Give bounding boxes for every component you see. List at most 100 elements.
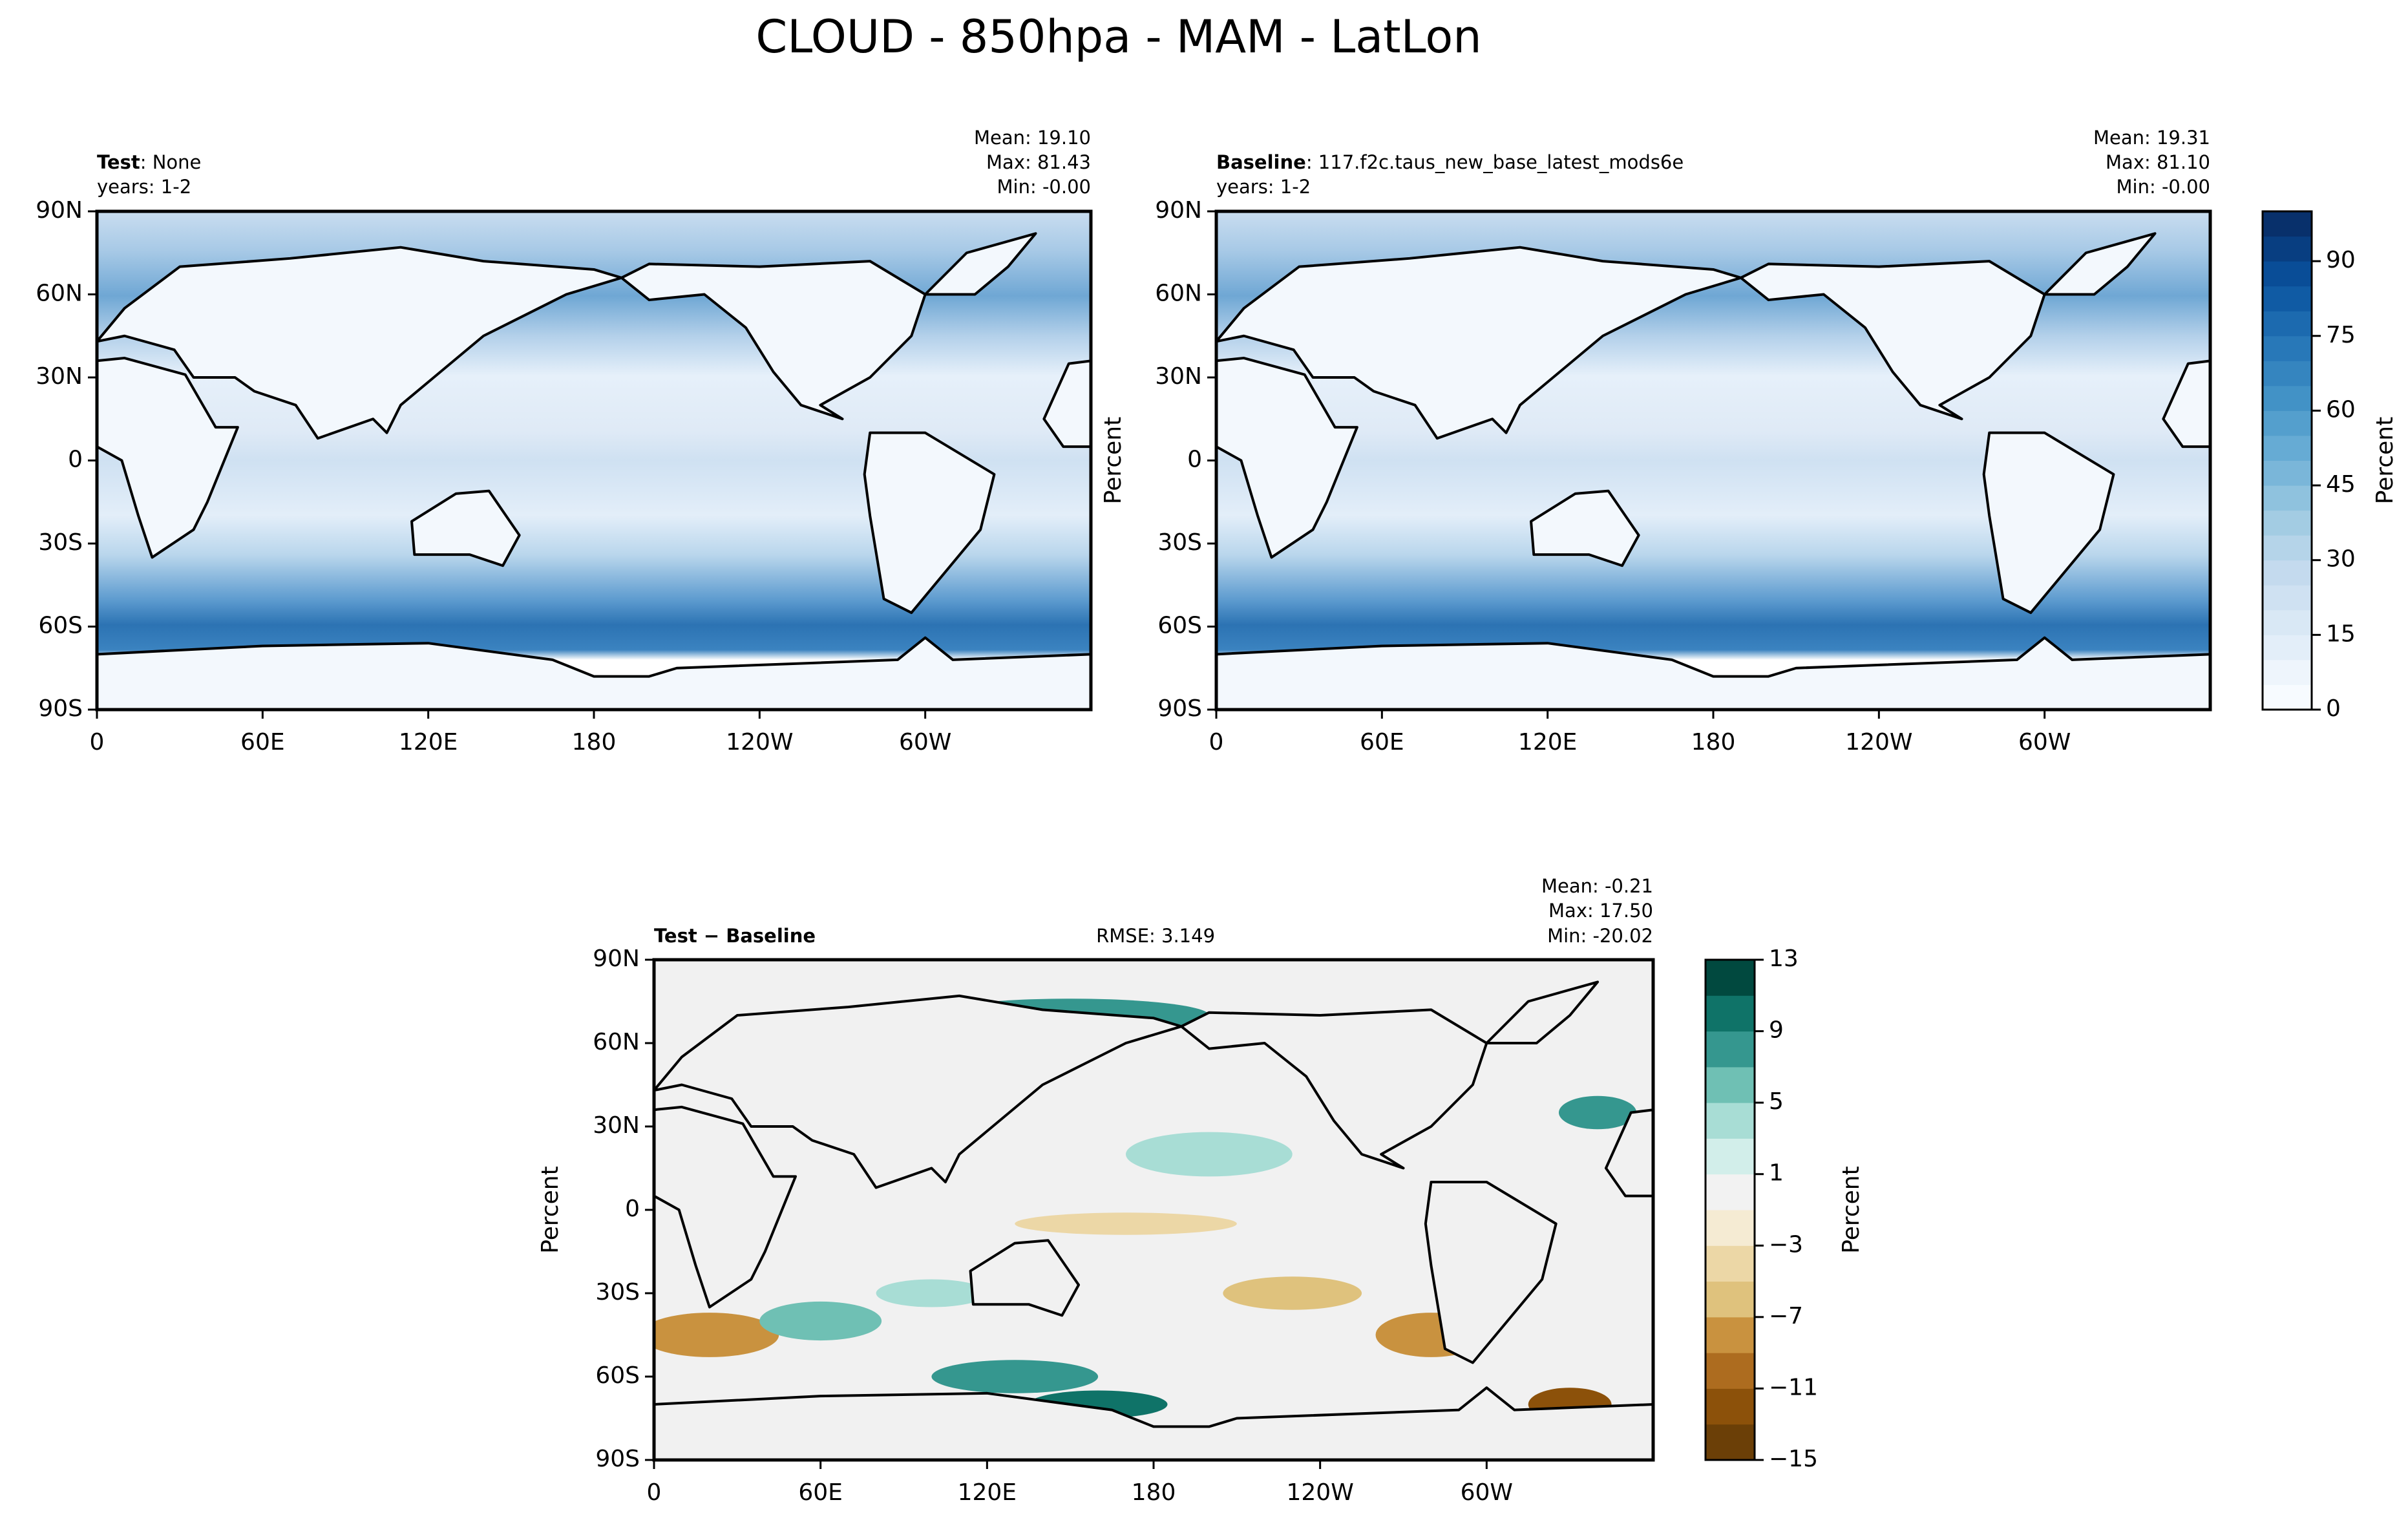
colorbar-band xyxy=(1706,1281,1755,1318)
x-tick-label: 180 xyxy=(1132,1479,1176,1506)
x-tick-label: 60W xyxy=(1461,1479,1513,1506)
colorbar-band xyxy=(2263,460,2312,486)
x-tick-label: 60E xyxy=(798,1479,843,1506)
colorbar-band xyxy=(2263,585,2312,611)
panel-stat: Mean: 19.31 xyxy=(2093,127,2210,149)
y-tick-label: 30S xyxy=(595,1279,640,1305)
panel-label-name: Baseline xyxy=(1216,151,1306,173)
y-tick-label: 30S xyxy=(38,529,83,556)
panel-stat: Max: 81.43 xyxy=(986,151,1091,173)
y-axis-label: Percent xyxy=(537,1166,564,1253)
colorbar-band xyxy=(2263,286,2312,312)
colorbar-tick-label: 9 xyxy=(1769,1017,1784,1044)
colorbar-tick-label: −3 xyxy=(1769,1231,1803,1258)
colorbar-band xyxy=(2263,211,2312,237)
colorbar-tick-label: 15 xyxy=(2326,620,2356,647)
colorbar-band xyxy=(2263,510,2312,536)
colorbar-tick-label: 30 xyxy=(2326,546,2356,573)
panel-stat: Min: -20.02 xyxy=(1547,925,1653,947)
y-tick-label: 90S xyxy=(38,695,83,722)
panel-label: Test: None xyxy=(97,151,201,173)
colorbar-tick-label: 90 xyxy=(2326,247,2356,273)
figure-title: CLOUD - 850hpa - MAM - LatLon xyxy=(755,10,1481,63)
colorbar-band xyxy=(1706,1210,1755,1246)
colorbar-band xyxy=(2263,335,2312,361)
colorbar-tick-label: −11 xyxy=(1769,1374,1818,1400)
y-tick-label: 90S xyxy=(595,1446,640,1472)
x-tick-label: 180 xyxy=(572,729,617,756)
colorbar-label: Percent xyxy=(2372,417,2398,504)
colorbar-band xyxy=(2263,361,2312,386)
y-tick-label: 30N xyxy=(36,363,83,390)
colorbar-band xyxy=(1706,1388,1755,1425)
map-field xyxy=(654,960,1653,1460)
y-tick-label: 90N xyxy=(1155,197,1202,224)
colorbar-band xyxy=(1706,1353,1755,1389)
colorbar-band xyxy=(2263,236,2312,262)
x-tick-label: 60W xyxy=(2018,729,2071,756)
x-tick-label: 60E xyxy=(1360,729,1404,756)
colorbar-band xyxy=(2263,684,2312,710)
colorbar-frame xyxy=(2261,210,2313,711)
colorbar-band xyxy=(2263,609,2312,635)
colorbar-band xyxy=(2263,435,2312,461)
colorbar-band xyxy=(1706,960,1755,996)
x-tick-label: 0 xyxy=(90,729,105,756)
panel-stat: Min: -0.00 xyxy=(2117,176,2210,198)
colorbar-band xyxy=(1706,1316,1755,1353)
colorbar-band xyxy=(1706,1138,1755,1175)
colorbar-band xyxy=(1706,1066,1755,1103)
panel-stat: Min: -0.00 xyxy=(997,176,1091,198)
x-tick-label: 120W xyxy=(1287,1479,1354,1506)
panel-label-name: Test xyxy=(97,151,140,173)
colorbar-band xyxy=(2263,535,2312,561)
colorbar-frame xyxy=(1704,958,1756,1461)
y-tick-label: 30N xyxy=(1155,363,1202,390)
x-tick-label: 60W xyxy=(899,729,951,756)
panel-years: years: 1-2 xyxy=(97,176,191,198)
colorbar-band xyxy=(1706,995,1755,1032)
colorbar-band xyxy=(2263,635,2312,661)
colorbar-tick-label: 5 xyxy=(1769,1088,1784,1115)
colorbar-band xyxy=(2263,560,2312,586)
panel-stat: Max: 17.50 xyxy=(1548,900,1653,922)
map-field xyxy=(97,211,1091,710)
panel-rmse: RMSE: 3.149 xyxy=(1096,925,1215,947)
y-tick-label: 90S xyxy=(1157,695,1202,722)
x-tick-label: 120E xyxy=(399,729,458,756)
x-tick-label: 120E xyxy=(1518,729,1577,756)
colorbar-band xyxy=(2263,485,2312,511)
colorbar-band xyxy=(1706,1245,1755,1282)
colorbar-band xyxy=(2263,385,2312,411)
x-tick-label: 180 xyxy=(1691,729,1736,756)
colorbar-tick-label: 13 xyxy=(1769,946,1799,972)
map-field xyxy=(1216,211,2210,710)
colorbar-tick-label: −7 xyxy=(1769,1303,1803,1329)
colorbar-band xyxy=(2263,410,2312,436)
x-tick-label: 0 xyxy=(647,1479,662,1506)
x-tick-label: 120E xyxy=(958,1479,1017,1506)
y-tick-label: 60S xyxy=(595,1362,640,1389)
colorbar-band xyxy=(1706,1103,1755,1139)
y-tick-label: 30N xyxy=(593,1112,640,1139)
colorbar-tick-label: 45 xyxy=(2326,471,2356,498)
panel-stat: Mean: -0.21 xyxy=(1541,875,1653,897)
panel-label-value: : 117.f2c.taus_new_base_latest_mods6e xyxy=(1306,151,1684,173)
colorbar-band xyxy=(2263,311,2312,337)
panel-label: Test − Baseline xyxy=(654,925,816,947)
y-tick-label: 60N xyxy=(36,280,83,307)
panel-years: years: 1-2 xyxy=(1216,176,1311,198)
panel-stat: Mean: 19.10 xyxy=(974,127,1091,149)
x-tick-label: 120W xyxy=(726,729,793,756)
y-tick-label: 60S xyxy=(1157,613,1202,639)
y-tick-label: 60N xyxy=(593,1029,640,1055)
x-tick-label: 0 xyxy=(1209,729,1224,756)
y-tick-label: 60N xyxy=(1155,280,1202,307)
panel-label: Baseline: 117.f2c.taus_new_base_latest_m… xyxy=(1216,151,1684,173)
colorbar-tick-label: 1 xyxy=(1769,1160,1784,1187)
y-tick-label: 0 xyxy=(68,447,83,473)
colorbar-band xyxy=(2263,659,2312,685)
y-tick-label: 90N xyxy=(593,946,640,972)
x-tick-label: 60E xyxy=(240,729,285,756)
